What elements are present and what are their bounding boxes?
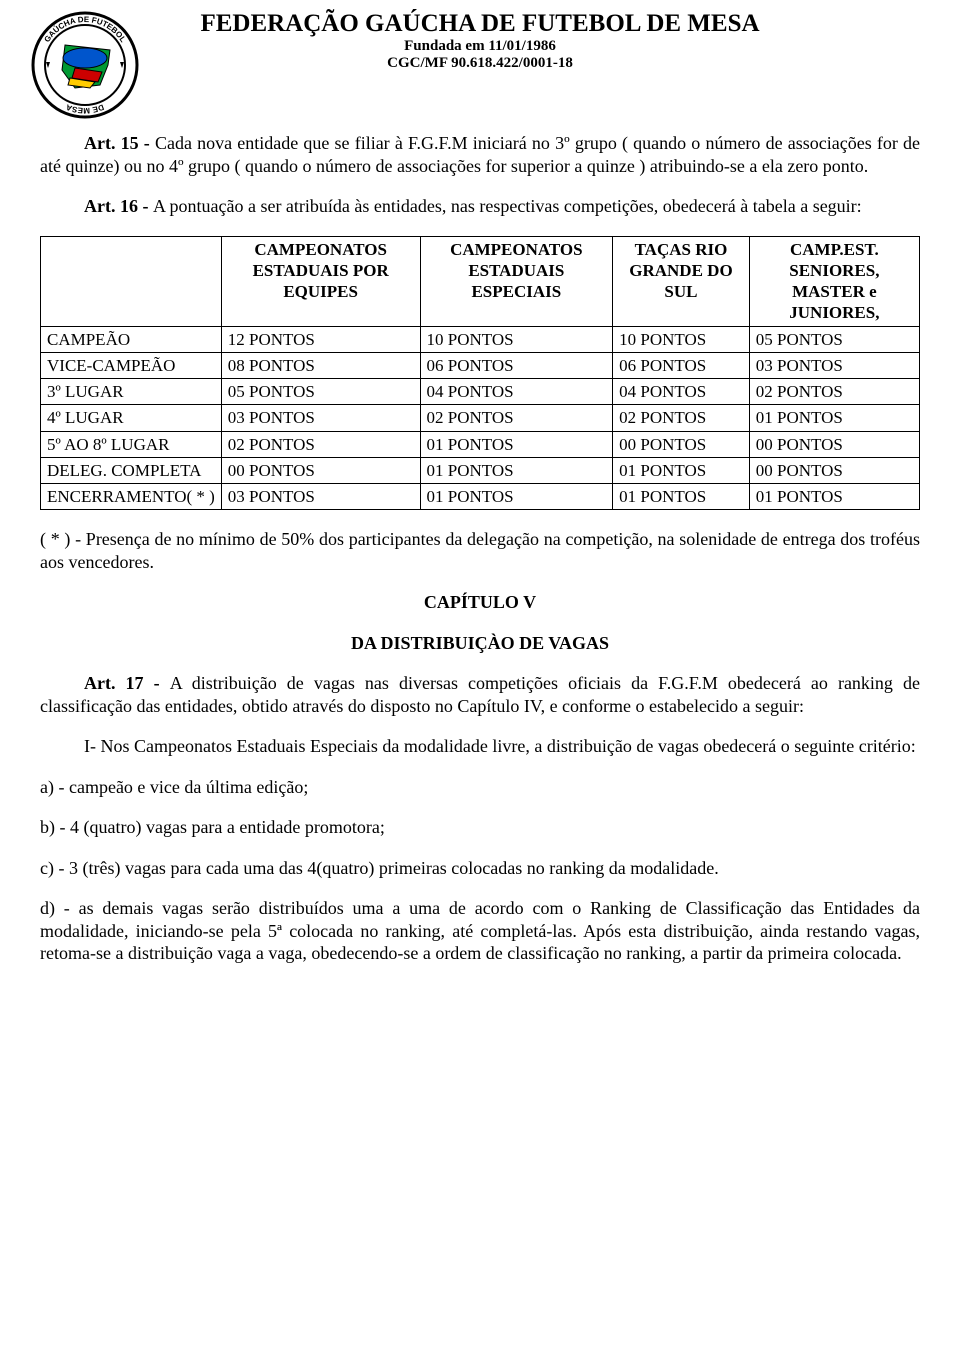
- cell: 01 PONTOS: [420, 431, 613, 457]
- table-row: 4º LUGAR 03 PONTOS 02 PONTOS 02 PONTOS 0…: [41, 405, 920, 431]
- cell: 00 PONTOS: [221, 457, 420, 483]
- page: GAÚCHA DE FUTEBOL DE MESA FEDERAÇÃO GAÚC…: [0, 0, 960, 1023]
- cell: 02 PONTOS: [613, 405, 750, 431]
- table-row: DELEG. COMPLETA 00 PONTOS 01 PONTOS 01 P…: [41, 457, 920, 483]
- table-row: VICE-CAMPEÃO 08 PONTOS 06 PONTOS 06 PONT…: [41, 352, 920, 378]
- row-label: 5º AO 8º LUGAR: [41, 431, 222, 457]
- table-row: 3º LUGAR 05 PONTOS 04 PONTOS 04 PONTOS 0…: [41, 379, 920, 405]
- cell: 05 PONTOS: [749, 326, 919, 352]
- cell: 01 PONTOS: [613, 457, 750, 483]
- cell: 01 PONTOS: [749, 484, 919, 510]
- org-founded: Fundada em 11/01/1986: [40, 38, 920, 55]
- item-b: b) - 4 (quatro) vagas para a entidade pr…: [40, 816, 920, 839]
- cell: 01 PONTOS: [749, 405, 919, 431]
- table-footnote: ( * ) - Presença de no mínimo de 50% dos…: [40, 528, 920, 573]
- header-col1: CAMPEONATOS ESTADUAIS POR EQUIPES: [221, 236, 420, 326]
- cell: 00 PONTOS: [749, 431, 919, 457]
- cell: 01 PONTOS: [420, 484, 613, 510]
- chapter-heading: CAPÍTULO V: [40, 591, 920, 614]
- points-table: CAMPEONATOS ESTADUAIS POR EQUIPES CAMPEO…: [40, 236, 920, 511]
- header-empty: [41, 236, 222, 326]
- row-label: 3º LUGAR: [41, 379, 222, 405]
- row-label: CAMPEÃO: [41, 326, 222, 352]
- header-col4: CAMP.EST. SENIORES, MASTER e JUNIORES,: [749, 236, 919, 326]
- cell: 00 PONTOS: [749, 457, 919, 483]
- cell: 00 PONTOS: [613, 431, 750, 457]
- cell: 03 PONTOS: [221, 484, 420, 510]
- cell: 12 PONTOS: [221, 326, 420, 352]
- article-16: Art. 16 - A pontuação a ser atribuída às…: [40, 195, 920, 218]
- cell: 01 PONTOS: [420, 457, 613, 483]
- art15-label: Art. 15 -: [84, 133, 155, 153]
- article-17: Art. 17 - A distribuição de vagas nas di…: [40, 672, 920, 717]
- item-d: d) - as demais vagas serão distribuídos …: [40, 897, 920, 965]
- row-label: DELEG. COMPLETA: [41, 457, 222, 483]
- cell: 03 PONTOS: [749, 352, 919, 378]
- article-15: Art. 15 - Cada nova entidade que se fili…: [40, 132, 920, 177]
- cell: 04 PONTOS: [613, 379, 750, 405]
- section-heading: DA DISTRIBUIÇÀO DE VAGAS: [40, 632, 920, 655]
- art16-text: A pontuação a ser atribuída às entidades…: [153, 196, 862, 216]
- art16-label: Art. 16 -: [84, 196, 153, 216]
- cell: 02 PONTOS: [749, 379, 919, 405]
- cell: 06 PONTOS: [420, 352, 613, 378]
- cell: 02 PONTOS: [221, 431, 420, 457]
- org-cgc: CGC/MF 90.618.422/0001-18: [40, 55, 920, 72]
- cell: 02 PONTOS: [420, 405, 613, 431]
- row-label: 4º LUGAR: [41, 405, 222, 431]
- org-title: FEDERAÇÃO GAÚCHA DE FUTEBOL DE MESA: [40, 10, 920, 38]
- table-row: ENCERRAMENTO( * ) 03 PONTOS 01 PONTOS 01…: [41, 484, 920, 510]
- cell: 10 PONTOS: [613, 326, 750, 352]
- cell: 01 PONTOS: [613, 484, 750, 510]
- item-a: a) - campeão e vice da última edição;: [40, 776, 920, 799]
- art17-text: A distribuição de vagas nas diversas com…: [40, 673, 920, 716]
- row-label: ENCERRAMENTO( * ): [41, 484, 222, 510]
- art17-label: Art. 17 -: [84, 673, 170, 693]
- cell: 08 PONTOS: [221, 352, 420, 378]
- header-col3: TAÇAS RIO GRANDE DO SUL: [613, 236, 750, 326]
- art15-text: Cada nova entidade que se filiar à F.G.F…: [40, 133, 920, 176]
- table-row: 5º AO 8º LUGAR 02 PONTOS 01 PONTOS 00 PO…: [41, 431, 920, 457]
- federation-logo-icon: GAÚCHA DE FUTEBOL DE MESA: [30, 10, 140, 120]
- letterhead: GAÚCHA DE FUTEBOL DE MESA FEDERAÇÃO GAÚC…: [40, 10, 920, 72]
- header-col2: CAMPEONATOS ESTADUAIS ESPECIAIS: [420, 236, 613, 326]
- cell: 03 PONTOS: [221, 405, 420, 431]
- cell: 04 PONTOS: [420, 379, 613, 405]
- table-row: CAMPEÃO 12 PONTOS 10 PONTOS 10 PONTOS 05…: [41, 326, 920, 352]
- body: Art. 15 - Cada nova entidade que se fili…: [40, 132, 920, 965]
- table-header-row: CAMPEONATOS ESTADUAIS POR EQUIPES CAMPEO…: [41, 236, 920, 326]
- cell: 05 PONTOS: [221, 379, 420, 405]
- cell: 06 PONTOS: [613, 352, 750, 378]
- intro-I: I- Nos Campeonatos Estaduais Especiais d…: [40, 735, 920, 758]
- cell: 10 PONTOS: [420, 326, 613, 352]
- row-label: VICE-CAMPEÃO: [41, 352, 222, 378]
- item-c: c) - 3 (três) vagas para cada uma das 4(…: [40, 857, 920, 880]
